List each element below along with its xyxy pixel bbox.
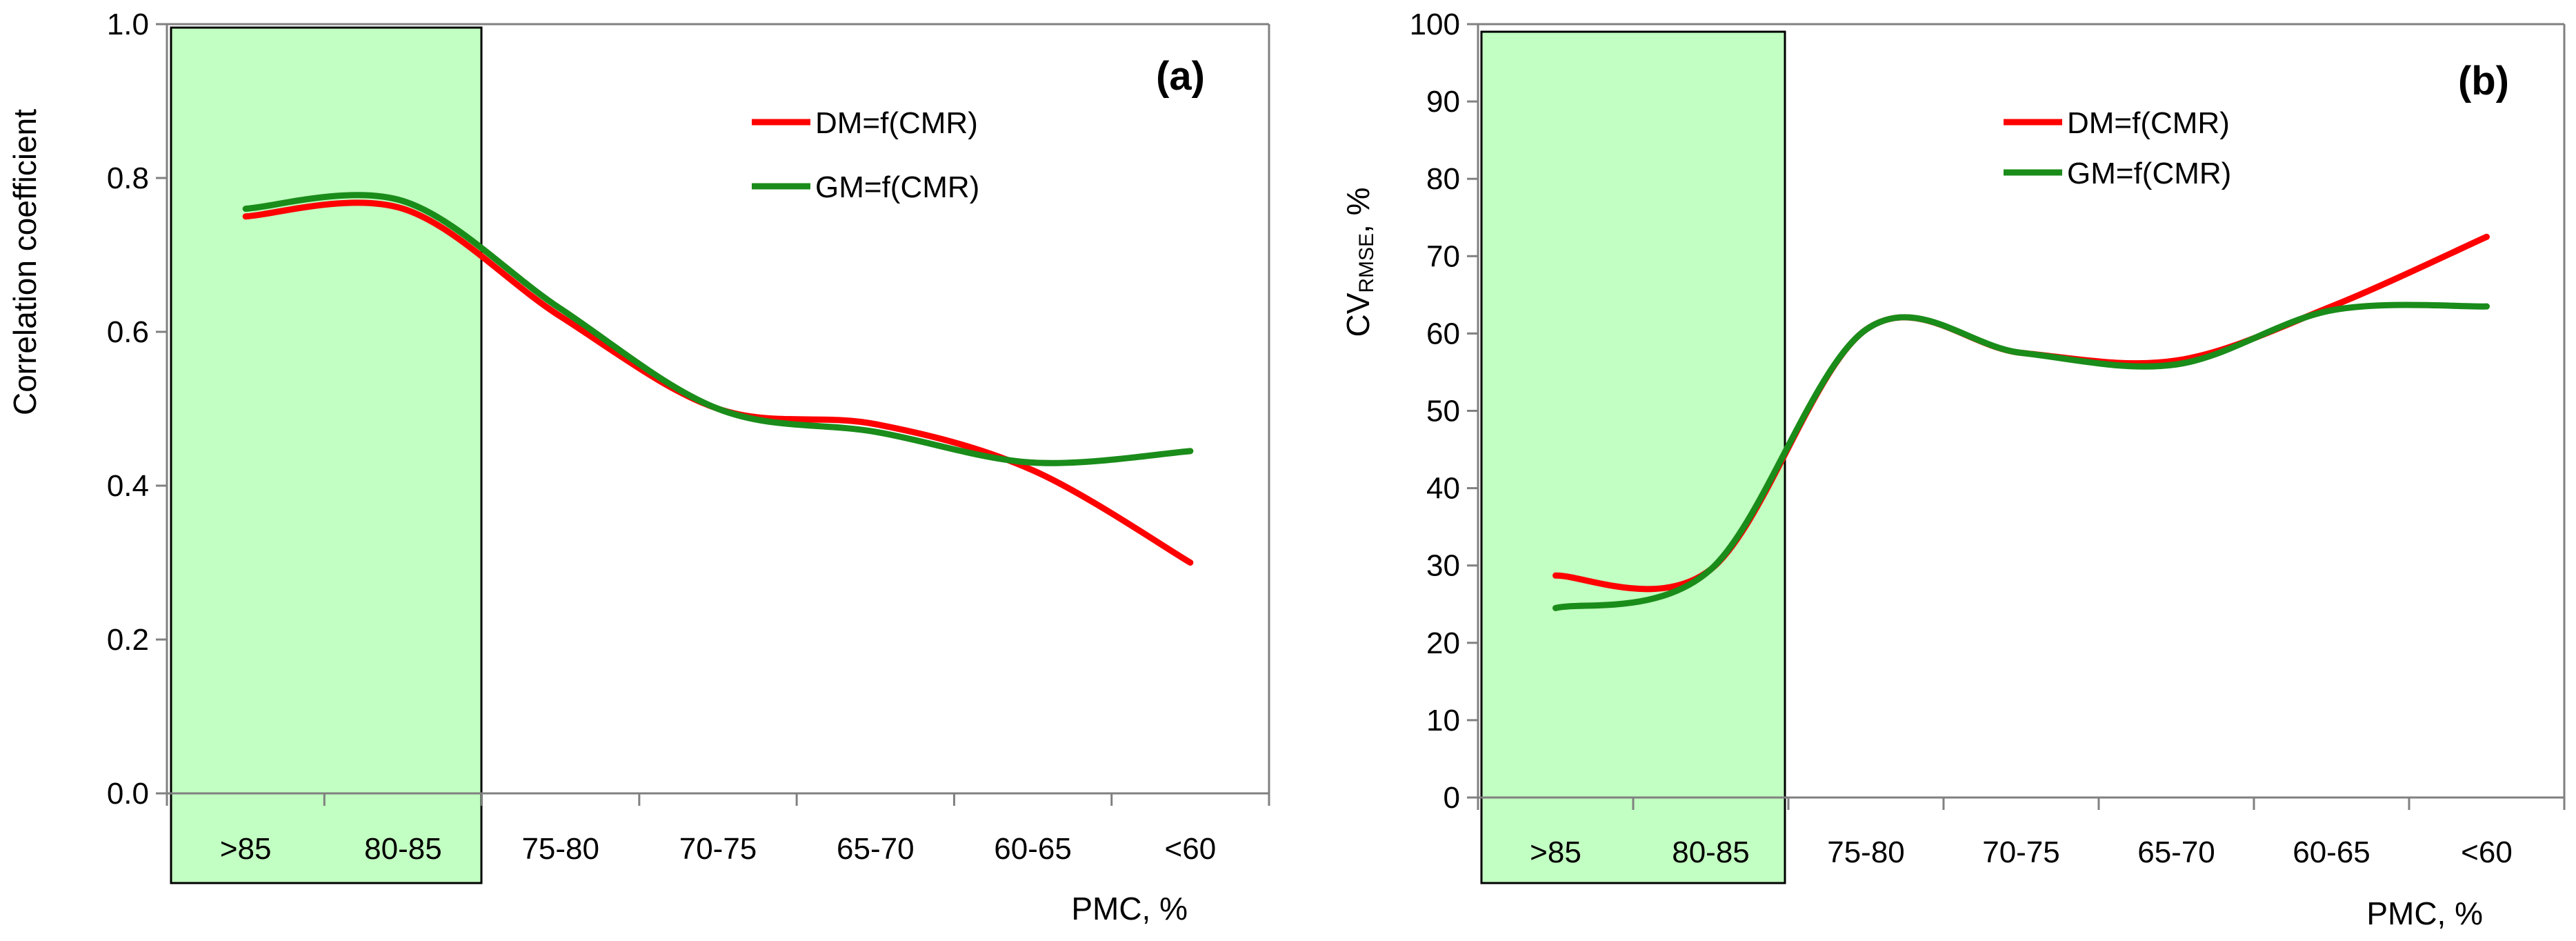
panel-a-y-axis-title: Correlation coefficient: [7, 109, 43, 415]
panel-a-y-tick-label: 0.2: [107, 623, 149, 657]
panel-b-chart: 0 10 20 30 40 50 60 70 80 90 100 >85 80-85 75-80 70-7…: [1340, 8, 2566, 931]
panel-a-y-tick-label: 0.4: [107, 469, 149, 503]
panel-b-y-axis-title-suffix: , %: [1340, 187, 1376, 232]
panel-a-legend-label-gm: GM=f(CMR): [815, 170, 979, 204]
panel-b-y-axis-title-sub: RMSE: [1355, 233, 1378, 293]
panel-b-x-tick-label: 60-65: [2293, 835, 2370, 869]
panel-b-x-tick-label: 65-70: [2137, 835, 2215, 869]
panel-b-x-tick-label: <60: [2461, 835, 2513, 869]
panel-a-x-ticks: >85 80-85 75-80 70-75 65-70 60-65 <60: [166, 793, 1270, 866]
panel-b-y-tick-label: 60: [1426, 317, 1460, 350]
panel-a-series: [242, 192, 1194, 566]
panel-a-x-tick-label: 60-65: [994, 832, 1072, 866]
panel-b-x-tick-label: 70-75: [1982, 835, 2060, 869]
panel-a-legend: DM=f(CMR) GM=f(CMR): [752, 106, 979, 204]
panel-a-x-tick-label: 65-70: [837, 832, 915, 866]
panel-a-x-tick-label: >85: [220, 832, 272, 866]
panel-b-y-tick-label: 70: [1426, 239, 1460, 273]
panel-a-highlight-region: [170, 26, 483, 884]
panel-b-x-tick-label: >85: [1530, 835, 1581, 869]
panel-a-x-tick-label: <60: [1165, 832, 1217, 866]
panel-b-series: [1552, 233, 2490, 611]
panel-b-y-tick-label: 80: [1426, 162, 1460, 196]
panel-a-x-tick-label: 80-85: [364, 832, 442, 866]
panel-b-y-tick-label: 0: [1444, 781, 1460, 815]
panel-b-y-tick-label: 20: [1426, 626, 1460, 660]
panel-b-legend: DM=f(CMR) GM=f(CMR): [2004, 106, 2231, 190]
panel-b-x-ticks: >85 80-85 75-80 70-75 65-70 60-65 <60: [1477, 798, 2566, 869]
panel-b-y-tick-label: 100: [1410, 8, 1460, 41]
panel-a-label: (a): [1156, 54, 1205, 99]
panel-a-x-axis-title: PMC, %: [1071, 891, 1188, 927]
panel-b-y-tick-label: 50: [1426, 395, 1460, 428]
panel-a-y-tick-label: 0.8: [107, 161, 149, 195]
panel-b-x-tick-label: 75-80: [1827, 835, 1905, 869]
panel-b-legend-label-gm: GM=f(CMR): [2067, 157, 2231, 190]
panel-b-y-ticks: 0 10 20 30 40 50 60 70 80 90 100: [1410, 8, 1478, 815]
panel-b-highlight-region: [1480, 30, 1786, 884]
panel-b-label: (b): [2458, 59, 2509, 103]
panel-a-y-ticks: 0.0 0.2 0.4 0.6 0.8 1.0: [107, 8, 167, 811]
panel-b-y-tick-label: 10: [1426, 704, 1460, 737]
panel-b-y-tick-label: 40: [1426, 472, 1460, 506]
panel-a-y-tick-label: 0.0: [107, 777, 149, 811]
panel-a-chart: 0.0 0.2 0.4 0.6 0.8 1.0 >85 80-85 75-80 70-75 65-…: [7, 8, 1270, 927]
panel-a-y-tick-label: 0.6: [107, 315, 149, 349]
panel-a-x-tick-label: 75-80: [521, 832, 599, 866]
panel-a-series-gm-line: [242, 192, 1194, 466]
panel-b-x-axis-title: PMC, %: [2366, 895, 2483, 931]
panel-a-y-tick-label: 1.0: [107, 8, 149, 41]
panel-b-series-gm-line: [1552, 301, 2490, 611]
panel-b-y-axis-title-main: CV: [1340, 293, 1376, 337]
panel-a-x-tick-label: 70-75: [679, 832, 757, 866]
panel-b-y-axis-title: CVRMSE, %: [1340, 187, 1378, 337]
panel-a-legend-label-dm: DM=f(CMR): [815, 106, 978, 140]
panel-b-y-tick-label: 30: [1426, 549, 1460, 583]
panel-b-legend-label-dm: DM=f(CMR): [2067, 106, 2230, 140]
panel-b-y-tick-label: 90: [1426, 85, 1460, 119]
panel-b-x-tick-label: 80-85: [1672, 835, 1750, 869]
